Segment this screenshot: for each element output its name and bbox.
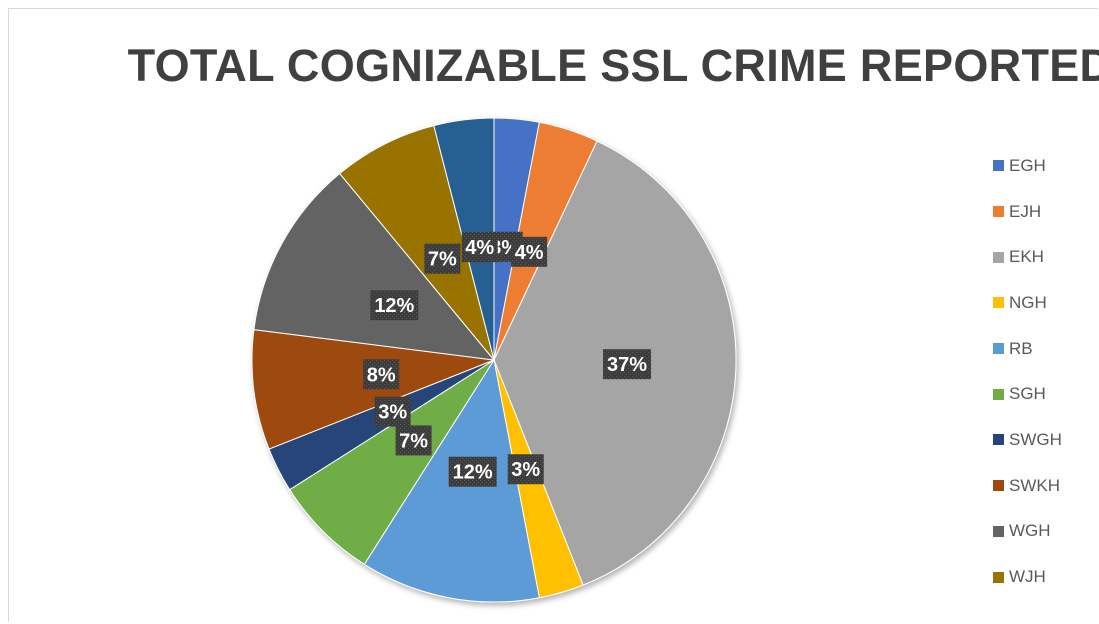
- legend-swatch: [993, 571, 1004, 583]
- legend-item-rb: RB: [993, 326, 1062, 372]
- data-label-swgh: 3%: [374, 396, 411, 427]
- legend-swatch: [993, 434, 1004, 446]
- legend-swatch: [993, 343, 1004, 355]
- data-label-text: 3%: [378, 402, 407, 424]
- legend-label: EJH: [1009, 201, 1042, 221]
- data-label-text: 3%: [511, 459, 540, 481]
- data-label-ekh: 37%: [603, 349, 652, 380]
- legend-item-sgh: SGH: [993, 371, 1062, 417]
- legend-label: SWKH: [1009, 475, 1060, 495]
- legend-swatch: [993, 160, 1004, 172]
- data-label-text: 12%: [374, 295, 414, 317]
- data-label-text: 37%: [607, 354, 647, 376]
- legend-item-swgh: SWGH: [993, 417, 1062, 463]
- data-label-text: 7%: [428, 249, 457, 271]
- pie-slice-sgh: [288, 359, 495, 566]
- legend-label: RB: [1009, 338, 1033, 358]
- legend-item-swkh: SWKH: [993, 463, 1062, 509]
- data-label-text: 8%: [367, 364, 396, 386]
- legend-item-wgh: WGH: [993, 509, 1062, 555]
- legend-label: SWGH: [1009, 429, 1062, 449]
- data-label-wkh: 4%: [461, 232, 498, 263]
- data-label-box: [363, 359, 400, 390]
- data-label-box: [395, 425, 432, 456]
- legend-swatch: [993, 206, 1004, 218]
- legend-item-ejh: EJH: [993, 189, 1062, 235]
- legend-label: SGH: [1009, 384, 1046, 404]
- pie-slice-swkh: [251, 329, 495, 450]
- data-label-wgh: 12%: [370, 290, 419, 321]
- data-label-box: [603, 349, 652, 380]
- data-label-box: [511, 236, 548, 267]
- legend-label: EKH: [1009, 247, 1044, 267]
- data-label-sgh: 7%: [395, 425, 432, 456]
- legend-swatch: [993, 525, 1004, 537]
- data-label-wjh: 7%: [424, 243, 461, 274]
- data-label-text: 7%: [399, 430, 428, 452]
- data-label-box: [461, 232, 498, 263]
- legend-label: EGH: [1009, 155, 1046, 175]
- data-label-ngh: 3%: [507, 454, 544, 485]
- data-label-box: [424, 243, 461, 274]
- pie-slice-wjh: [339, 124, 495, 361]
- legend-label: NGH: [1009, 292, 1047, 312]
- legend-swatch: [993, 388, 1004, 400]
- legend-label: WJH: [1009, 567, 1046, 587]
- legend-item-wjh: WJH: [993, 554, 1062, 600]
- legend-swatch: [993, 251, 1004, 263]
- data-label-swkh: 8%: [363, 359, 400, 390]
- data-label-text: 4%: [465, 237, 494, 259]
- data-label-box: [370, 290, 419, 321]
- data-label-text: 12%: [453, 462, 493, 484]
- data-label-rb: 12%: [448, 456, 497, 487]
- legend-swatch: [993, 297, 1004, 309]
- legend: EGH EJH EKH NGH RB SGH SWGH SWKH WGH WJH: [993, 143, 1062, 600]
- data-label-box: [507, 454, 544, 485]
- chart-title: TOTAL COGNIZABLE SSL CRIME REPORTED: [127, 40, 1099, 91]
- legend-label: WGH: [1009, 521, 1051, 541]
- data-label-text: 4%: [515, 242, 544, 264]
- data-label-ejh: 4%: [511, 236, 548, 267]
- legend-swatch: [993, 480, 1004, 492]
- data-label-box: [374, 396, 411, 427]
- chart-frame: [8, 8, 1098, 622]
- data-label-box: [448, 456, 497, 487]
- legend-item-ekh: EKH: [993, 234, 1062, 280]
- pie-slice-wgh: [253, 172, 496, 361]
- legend-item-egh: EGH: [993, 143, 1062, 189]
- legend-item-ngh: NGH: [993, 280, 1062, 326]
